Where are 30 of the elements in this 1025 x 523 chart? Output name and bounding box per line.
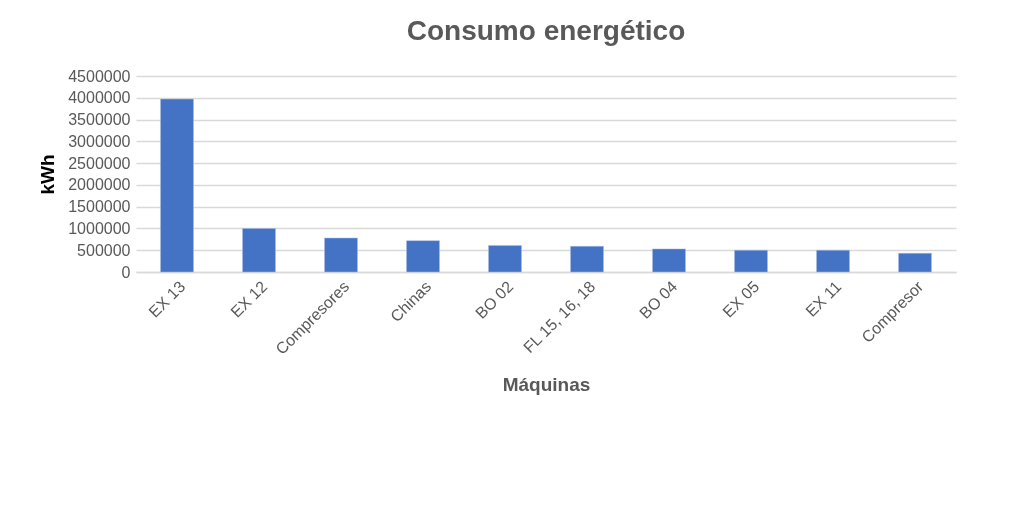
bar bbox=[160, 98, 194, 273]
y-tick-label: 0 bbox=[121, 263, 131, 281]
bar bbox=[324, 237, 358, 273]
y-tick-label: 4500000 bbox=[68, 67, 131, 85]
bar bbox=[898, 253, 932, 273]
y-tick-label: 1000000 bbox=[68, 219, 131, 237]
bar bbox=[488, 245, 522, 273]
y-tick-label: 4000000 bbox=[68, 89, 131, 107]
y-tick-label: 2500000 bbox=[68, 154, 131, 172]
bar bbox=[652, 248, 686, 273]
y-tick-label: 2000000 bbox=[68, 176, 131, 194]
y-tick-label: 3000000 bbox=[68, 132, 131, 150]
x-tick-label: EX 13 bbox=[145, 277, 189, 321]
x-axis-title: Máquinas bbox=[502, 373, 591, 395]
bar bbox=[406, 240, 440, 273]
bar bbox=[734, 249, 768, 273]
y-tick-label: 3500000 bbox=[68, 111, 131, 129]
y-tick-label: 1500000 bbox=[68, 198, 131, 216]
y-axis-title: kWh bbox=[37, 154, 59, 195]
bar bbox=[242, 228, 276, 273]
bar bbox=[570, 246, 604, 273]
x-tick-label: BO 02 bbox=[472, 277, 517, 322]
chart-title: Consumo energético bbox=[406, 15, 686, 46]
x-tick-label: EX 05 bbox=[719, 277, 763, 321]
x-tick-label: EX 12 bbox=[227, 277, 271, 321]
x-tick-label: EX 11 bbox=[802, 277, 845, 320]
bar bbox=[816, 249, 850, 273]
x-tick-label: FL 15, 16, 18 bbox=[520, 277, 599, 357]
y-tick-label: 500000 bbox=[77, 241, 131, 259]
x-tick-label: BO 04 bbox=[636, 277, 681, 322]
